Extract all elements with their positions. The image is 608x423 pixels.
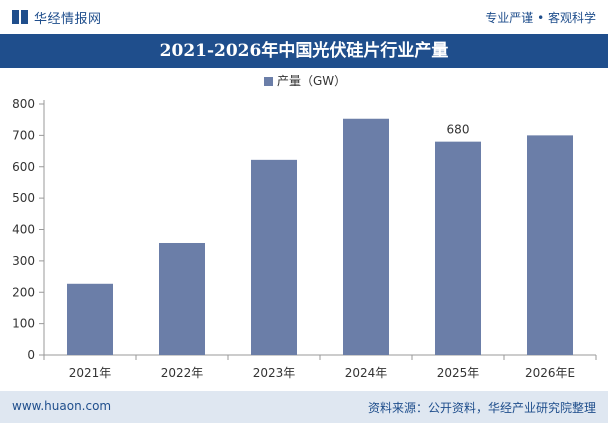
x-tick-label: 2026年E	[525, 366, 575, 380]
y-tick-label: 400	[12, 223, 35, 237]
top-bar: 华经情报网 专业严谨 • 客观科学	[0, 0, 608, 34]
y-tick-label: 800	[12, 97, 35, 111]
brand: 华经情报网	[12, 8, 102, 27]
x-tick-label: 2024年	[345, 366, 388, 380]
x-tick-label: 2025年	[437, 366, 480, 380]
footer-website: www.huaon.com	[12, 399, 112, 413]
y-tick-label: 0	[27, 348, 35, 362]
footer: www.huaon.com 资料来源：公开资料，华经产业研究院整理	[0, 391, 608, 423]
bar	[343, 118, 389, 355]
chart-title: 2021-2026年中国光伏硅片行业产量	[159, 41, 449, 61]
y-tick-label: 500	[12, 191, 35, 205]
data-label: 680	[447, 123, 470, 137]
bar	[435, 141, 481, 355]
legend-label: 产量（GW）	[277, 74, 346, 88]
x-tick-label: 2021年	[69, 366, 112, 380]
y-tick-label: 100	[12, 317, 35, 331]
y-tick-label: 200	[12, 285, 35, 299]
legend-swatch	[264, 77, 273, 86]
bar-chart: 产量（GW） 0 100 200 300 400 500 600 700 800 2021年 2022…	[12, 74, 597, 380]
x-tick-label: 2022年	[161, 366, 204, 380]
y-tick-label: 600	[12, 160, 35, 174]
y-tick-label: 700	[12, 128, 35, 142]
bar	[159, 242, 205, 355]
brand-name: 华经情报网	[34, 11, 102, 27]
y-tick-label: 300	[12, 254, 35, 268]
huajing-logo-icon	[12, 10, 28, 24]
bar	[251, 159, 297, 355]
bar	[67, 283, 113, 355]
footer-source: 资料来源：公开资料，华经产业研究院整理	[367, 401, 596, 415]
x-tick-label: 2023年	[253, 366, 296, 380]
tagline: 专业严谨 • 客观科学	[485, 11, 596, 25]
bar	[527, 135, 573, 355]
title-bar: 2021-2026年中国光伏硅片行业产量	[0, 34, 608, 68]
